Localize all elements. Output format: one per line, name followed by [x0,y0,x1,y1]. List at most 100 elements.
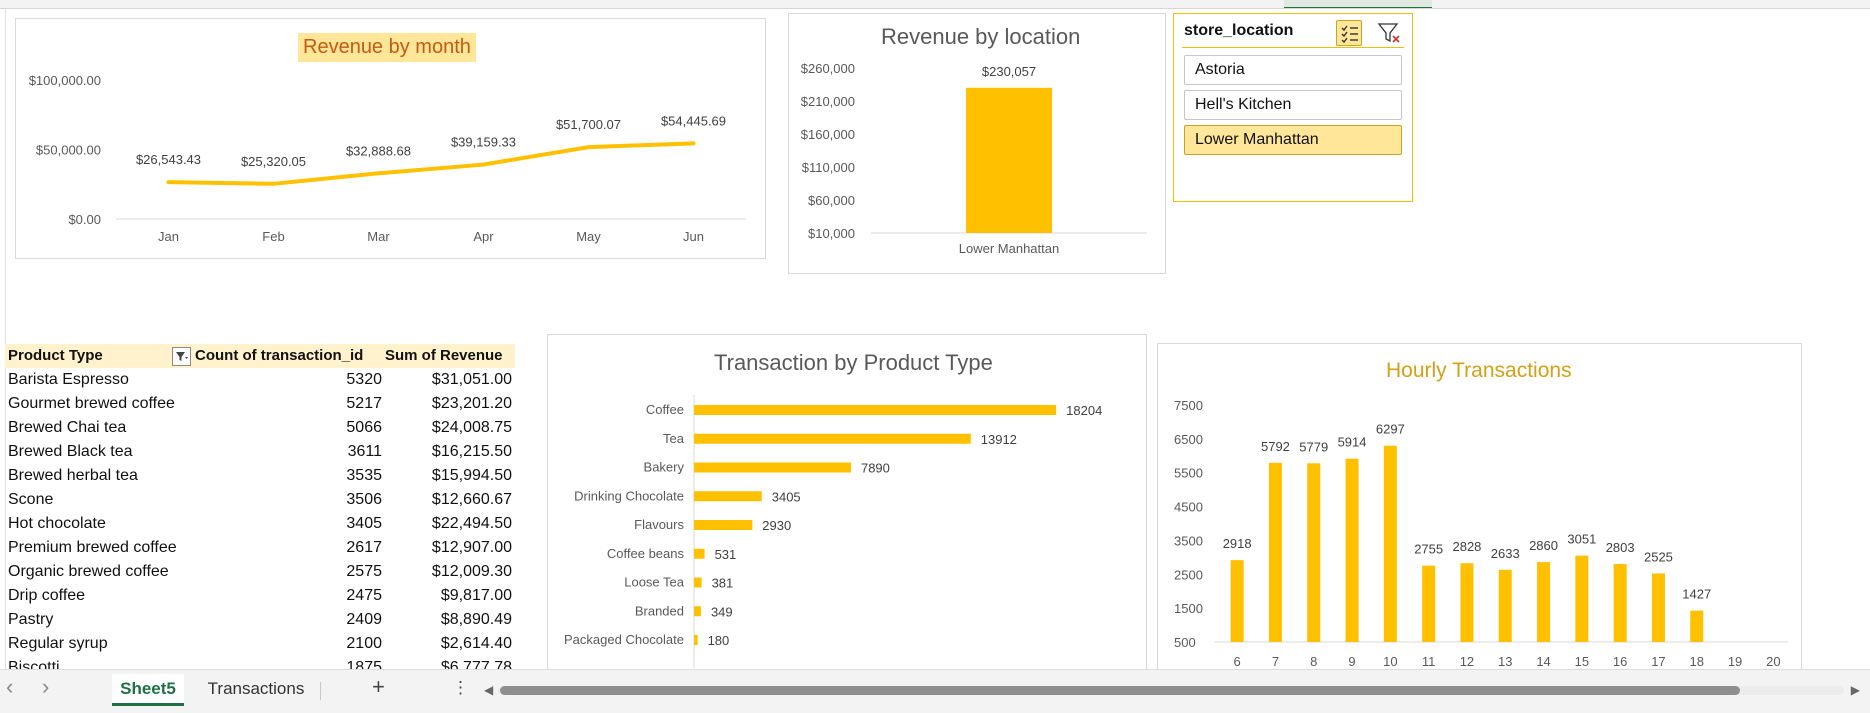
revenue-by-month-plot: $0.00 $50,000.00 $100,000.00 Jan $26,543.43 F… [29,73,746,244]
data-label: $51,700.07 [556,117,621,132]
hour-bar [1230,560,1244,642]
prev-sheet-icon[interactable]: ‹ [6,674,14,699]
cell-revenue: $6,777.78 [440,659,512,669]
data-label: $230,057 [982,64,1036,79]
scroll-right-icon[interactable]: ▶ [1850,683,1860,697]
revenue-by-location-chart[interactable]: Revenue by location $10,000 $60,000 $110,0… [788,13,1166,274]
filter-dropdown-icon[interactable] [172,347,191,366]
x-tick-label: 18 [1690,654,1704,668]
table-row[interactable]: Organic brewed coffee 2575 $12,009.30 [5,560,515,584]
transaction-by-product-chart[interactable]: Transaction by Product Type Coffee 18204 T… [547,334,1147,669]
slicer-item[interactable]: Astoria [1184,55,1402,85]
cell-count: 5217 [346,395,382,412]
cell-count: 2475 [346,587,382,604]
cell-revenue: $12,660.67 [431,491,512,508]
table-row[interactable]: Pastry 2409 $8,890.49 [5,608,515,632]
data-label: 531 [715,547,737,562]
cell-revenue: $16,215.50 [431,443,512,460]
hourly-transactions-title: Hourly Transactions [1386,359,1572,382]
slicer-item[interactable]: Lower Manhattan [1184,125,1402,155]
tab-transactions[interactable]: Transactions [207,679,305,698]
pivot-table[interactable]: Product Type Count of transaction_id Sum… [5,344,515,669]
x-tick-label: Jun [683,229,704,244]
x-tick-label: 10 [1383,654,1397,668]
hour-bar [1345,458,1359,642]
cell-count: 2575 [346,563,382,580]
y-tick-label: $10,000 [808,226,855,241]
cell-product-type: Gourmet brewed coffee [8,395,175,412]
table-row[interactable]: Regular syrup 2100 $2,614.40 [5,632,515,656]
add-sheet-icon[interactable]: + [372,674,385,699]
tab-sheet5[interactable]: Sheet5 [112,674,184,706]
y-tick-label: $50,000.00 [36,143,101,158]
y-tick-label: $260,000 [801,61,855,76]
product-bar [694,520,753,530]
table-row[interactable]: Drip coffee 2475 $9,817.00 [5,584,515,608]
table-row[interactable]: Brewed Black tea 3611 $16,215.50 [5,440,515,464]
hour-bar [1690,610,1704,642]
y-tick-label: $60,000 [808,193,855,208]
table-row[interactable]: Barista Espresso 5320 $31,051.00 [5,368,515,392]
cell-count: 3611 [347,443,382,460]
cell-product-type: Brewed Chai tea [8,419,127,436]
revenue-by-month-title: Revenue by month [298,33,476,62]
cell-product-type: Organic brewed coffee [8,563,169,580]
cell-revenue: $2,614.40 [440,635,512,652]
next-sheet-icon[interactable]: › [42,674,50,699]
hour-bar [1575,555,1589,642]
pivot-header-row: Product Type Count of transaction_id Sum… [5,344,515,368]
header-count[interactable]: Count of transaction_id [195,347,364,364]
y-tick-label: 2500 [1174,567,1203,582]
slicer-title: store_location [1184,22,1294,39]
y-tick-label: $110,000 [802,160,855,175]
table-row[interactable]: Hot chocolate 3405 $22,494.50 [5,512,515,536]
cell-product-type: Regular syrup [8,635,108,652]
more-options-icon[interactable]: ⋮ [452,678,469,697]
hourly-transactions-chart[interactable]: Hourly Transactions 500 1500 2500 3500 4500 5… [1157,343,1802,669]
y-tick-label: 4500 [1174,500,1203,515]
x-tick-label: 11 [1422,654,1436,668]
cell-revenue: $24,008.75 [431,419,512,436]
data-label: $54,445.69 [661,113,726,128]
y-tick-label: $160,000 [801,127,855,142]
multi-select-icon[interactable] [1336,20,1362,46]
store-location-slicer[interactable]: store_location Astoria Hell's Kitchen Lowe… [1173,13,1413,202]
cell-product-type: Drip coffee [8,587,86,604]
data-label: $25,320.05 [241,154,306,169]
table-row[interactable]: Brewed herbal tea 3535 $15,994.50 [5,464,515,488]
clear-filter-icon[interactable] [1376,20,1402,46]
x-tick-label: 19 [1728,654,1742,668]
cell-revenue: $12,907.00 [431,539,512,556]
table-row[interactable]: Scone 3506 $12,660.67 [5,488,515,512]
product-bar [694,405,1057,415]
table-row[interactable]: Premium brewed coffee 2617 $12,907.00 [5,536,515,560]
cell-revenue: $15,994.50 [431,467,512,484]
slicer-item[interactable]: Hell's Kitchen [1184,90,1402,120]
table-row[interactable]: Biscotti 1875 $6,777.78 [5,656,515,669]
selected-column-indicator [1284,0,1432,8]
category-label: Branded [635,603,684,618]
table-row[interactable]: Brewed Chai tea 5066 $24,008.75 [5,416,515,440]
data-label: 2930 [762,518,791,533]
data-label: 5914 [1338,435,1367,450]
x-tick-label: Jan [158,229,179,244]
category-label: Loose Tea [624,575,685,590]
product-bar [694,577,702,588]
hour-bar [1422,565,1436,642]
table-row[interactable]: Gourmet brewed coffee 5217 $23,201.20 [5,392,515,416]
hour-bar [1460,563,1474,642]
revenue-by-month-chart[interactable]: Revenue by month $0.00 $50,000.00 $100,000… [15,18,766,259]
header-revenue[interactable]: Sum of Revenue [385,347,503,364]
x-tick-label: Feb [262,229,284,244]
sheet-tab-bar: ‹ › Sheet5 Transactions + ⋮ ◀ ▶ [0,669,1870,713]
header-product-type[interactable]: Product Type [8,347,103,364]
scroll-left-icon[interactable]: ◀ [484,683,494,697]
category-label: Flavours [634,517,684,532]
scroll-thumb[interactable] [500,686,1740,695]
category-label: Coffee beans [607,546,685,561]
data-label: 1427 [1682,587,1711,602]
horizontal-scrollbar[interactable]: ◀ ▶ [484,681,1860,699]
y-tick-label: 3500 [1174,533,1203,548]
x-tick-label: 20 [1766,654,1780,668]
